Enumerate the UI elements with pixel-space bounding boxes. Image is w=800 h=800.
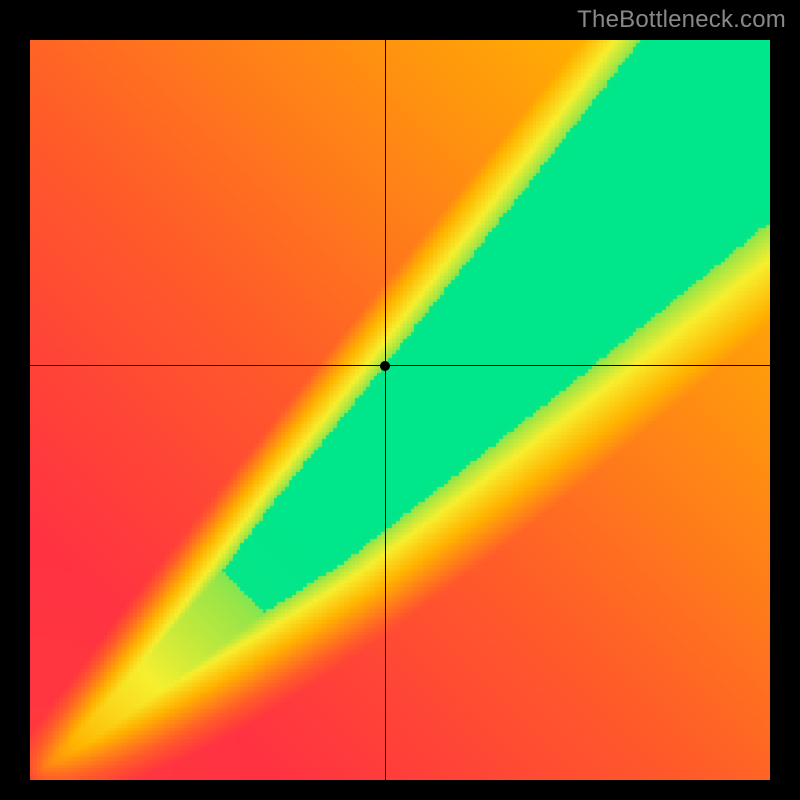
- crosshair-horizontal: [30, 365, 770, 366]
- heatmap-canvas: [30, 40, 770, 780]
- crosshair-vertical: [385, 40, 386, 780]
- watermark-text: TheBottleneck.com: [577, 6, 786, 34]
- heatmap-plot-area: [30, 40, 770, 780]
- crosshair-point: [380, 361, 390, 371]
- stage: TheBottleneck.com: [0, 0, 800, 800]
